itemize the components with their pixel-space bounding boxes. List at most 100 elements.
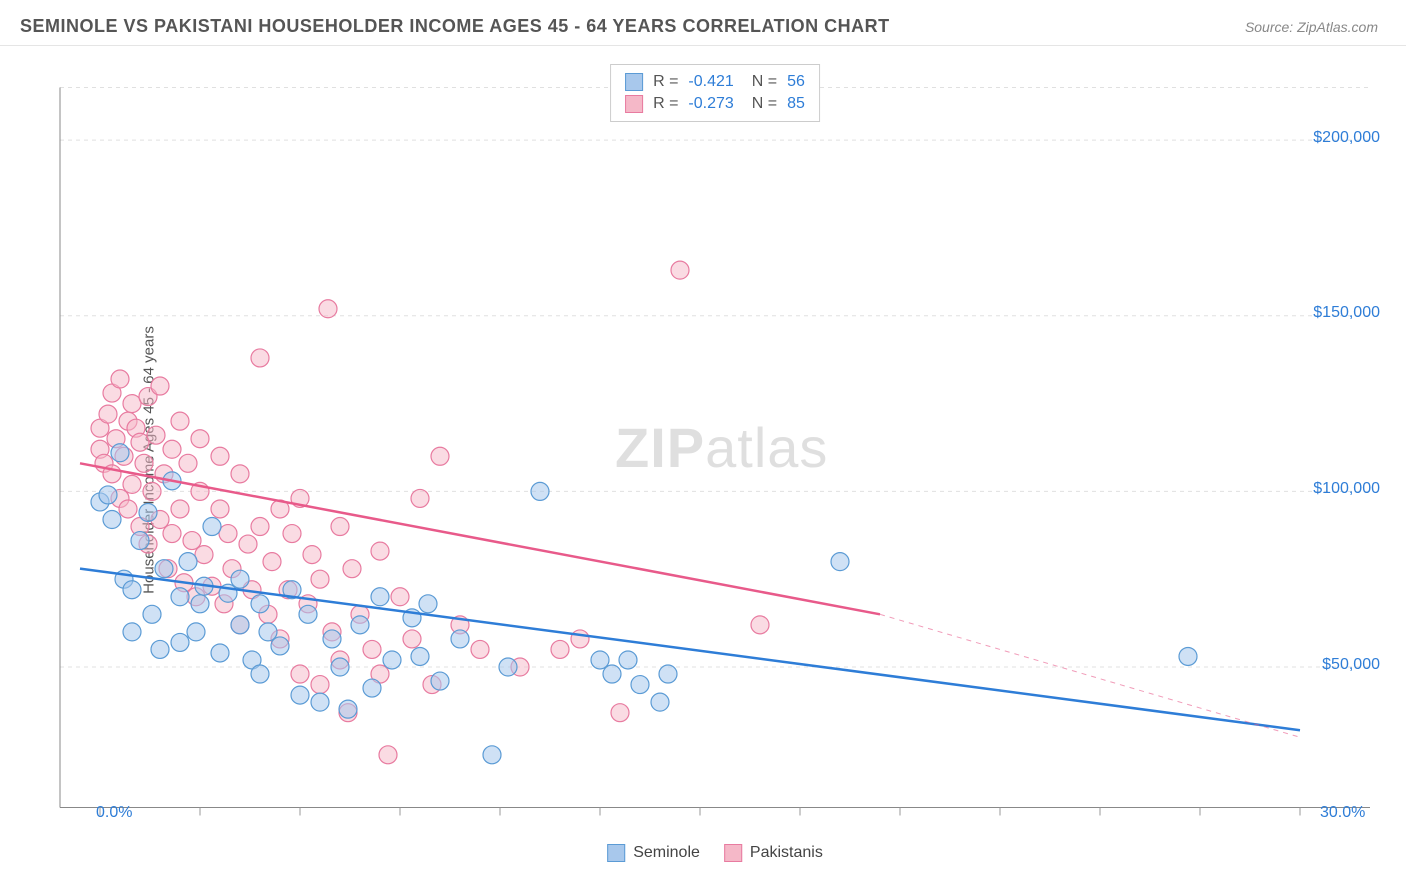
data-point bbox=[195, 546, 213, 564]
data-point bbox=[391, 588, 409, 606]
y-tick-label: $50,000 bbox=[1300, 656, 1380, 674]
data-point bbox=[371, 588, 389, 606]
data-point bbox=[619, 651, 637, 669]
data-point bbox=[251, 665, 269, 683]
data-point bbox=[291, 686, 309, 704]
data-point bbox=[155, 560, 173, 578]
data-point bbox=[135, 454, 153, 472]
data-point bbox=[171, 500, 189, 518]
data-point bbox=[431, 447, 449, 465]
legend-label: Seminole bbox=[633, 844, 700, 862]
data-point bbox=[319, 300, 337, 318]
scatter-plot bbox=[55, 60, 1375, 860]
data-point bbox=[151, 640, 169, 658]
legend-swatch bbox=[724, 844, 742, 862]
data-point bbox=[139, 503, 157, 521]
data-point bbox=[499, 658, 517, 676]
data-point bbox=[251, 595, 269, 613]
data-point bbox=[371, 542, 389, 560]
data-point bbox=[363, 640, 381, 658]
data-point bbox=[323, 630, 341, 648]
r-value: -0.421 bbox=[688, 73, 733, 91]
data-point bbox=[631, 676, 649, 694]
r-label: R = bbox=[653, 95, 678, 113]
data-point bbox=[147, 426, 165, 444]
data-point bbox=[103, 511, 121, 529]
data-point bbox=[211, 447, 229, 465]
legend-swatch bbox=[607, 844, 625, 862]
r-label: R = bbox=[653, 73, 678, 91]
data-point bbox=[151, 377, 169, 395]
data-point bbox=[411, 489, 429, 507]
data-point bbox=[111, 444, 129, 462]
data-point bbox=[143, 482, 161, 500]
data-point bbox=[263, 553, 281, 571]
data-point bbox=[351, 616, 369, 634]
data-point bbox=[143, 605, 161, 623]
data-point bbox=[551, 640, 569, 658]
data-point bbox=[123, 395, 141, 413]
data-point bbox=[483, 746, 501, 764]
data-point bbox=[431, 672, 449, 690]
n-label: N = bbox=[752, 73, 777, 91]
data-point bbox=[171, 412, 189, 430]
trend-line-dashed bbox=[880, 614, 1300, 737]
data-point bbox=[299, 605, 317, 623]
legend-label: Pakistanis bbox=[750, 844, 823, 862]
data-point bbox=[591, 651, 609, 669]
chart-title: SEMINOLE VS PAKISTANI HOUSEHOLDER INCOME… bbox=[20, 16, 890, 37]
data-point bbox=[119, 500, 137, 518]
data-point bbox=[179, 553, 197, 571]
n-label: N = bbox=[752, 95, 777, 113]
data-point bbox=[187, 623, 205, 641]
y-tick-label: $150,000 bbox=[1300, 304, 1380, 322]
data-point bbox=[303, 546, 321, 564]
data-point bbox=[123, 475, 141, 493]
data-point bbox=[191, 595, 209, 613]
data-point bbox=[131, 532, 149, 550]
data-point bbox=[163, 525, 181, 543]
data-point bbox=[339, 700, 357, 718]
data-point bbox=[571, 630, 589, 648]
data-point bbox=[659, 665, 677, 683]
data-point bbox=[183, 532, 201, 550]
data-point bbox=[311, 676, 329, 694]
data-point bbox=[419, 595, 437, 613]
data-point bbox=[331, 518, 349, 536]
chart-source: Source: ZipAtlas.com bbox=[1245, 19, 1378, 35]
data-point bbox=[211, 644, 229, 662]
data-point bbox=[751, 616, 769, 634]
data-point bbox=[99, 405, 117, 423]
trend-line bbox=[80, 569, 1300, 731]
data-point bbox=[179, 454, 197, 472]
data-point bbox=[259, 623, 277, 641]
data-point bbox=[291, 665, 309, 683]
data-point bbox=[191, 430, 209, 448]
data-point bbox=[471, 640, 489, 658]
y-tick-label: $200,000 bbox=[1300, 129, 1380, 147]
data-point bbox=[283, 525, 301, 543]
data-point bbox=[203, 518, 221, 536]
data-point bbox=[171, 633, 189, 651]
data-point bbox=[231, 465, 249, 483]
data-point bbox=[311, 570, 329, 588]
data-point bbox=[363, 679, 381, 697]
series-swatch bbox=[625, 73, 643, 91]
data-point bbox=[271, 637, 289, 655]
data-point bbox=[99, 486, 117, 504]
data-point bbox=[251, 518, 269, 536]
data-point bbox=[403, 630, 421, 648]
data-point bbox=[123, 623, 141, 641]
data-point bbox=[651, 693, 669, 711]
data-point bbox=[111, 370, 129, 388]
data-point bbox=[231, 616, 249, 634]
x-min-label: 0.0% bbox=[96, 804, 132, 822]
data-point bbox=[603, 665, 621, 683]
data-point bbox=[251, 349, 269, 367]
data-point bbox=[671, 261, 689, 279]
chart-container: Householder Income Ages 45 - 64 years ZI… bbox=[55, 60, 1375, 860]
data-point bbox=[171, 588, 189, 606]
data-point bbox=[343, 560, 361, 578]
n-value: 85 bbox=[787, 95, 805, 113]
stats-row: R =-0.273N =85 bbox=[625, 93, 805, 115]
